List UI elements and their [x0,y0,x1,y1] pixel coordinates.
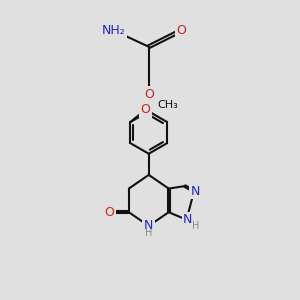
Text: N: N [144,219,153,232]
Text: NH₂: NH₂ [102,24,126,37]
Text: H: H [192,221,199,231]
Text: H: H [145,228,152,239]
Text: CH₃: CH₃ [157,100,178,110]
Text: N: N [183,213,193,226]
Text: N: N [190,184,200,198]
Text: O: O [104,206,114,219]
Text: O: O [140,103,150,116]
Text: O: O [176,24,186,37]
Text: O: O [144,88,154,100]
